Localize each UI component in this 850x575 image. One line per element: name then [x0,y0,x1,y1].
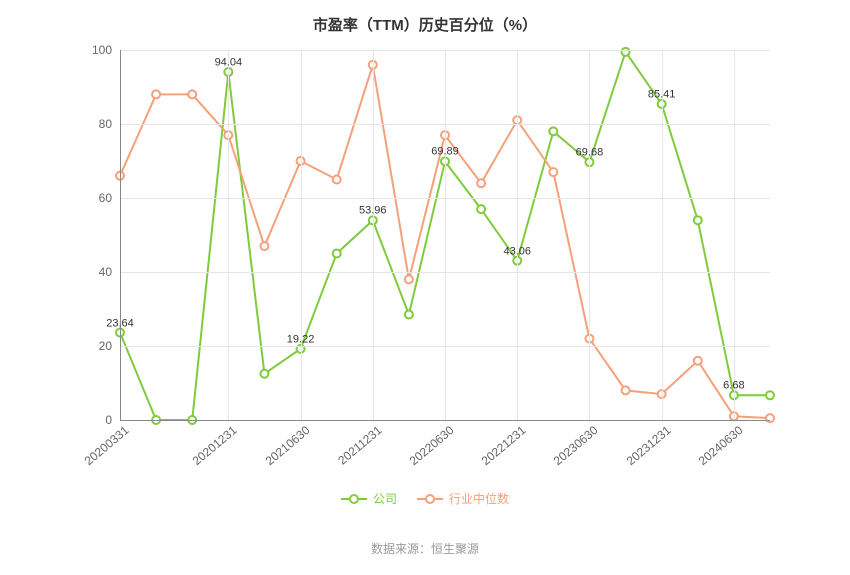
series-marker [694,216,702,224]
grid-line-v [589,50,590,420]
legend-label: 公司 [373,490,397,507]
series-marker [694,357,702,365]
point-label: 69.89 [431,146,459,158]
y-tick-label: 80 [99,117,112,131]
x-tick-label: 20210630 [262,423,312,468]
series-marker [766,391,774,399]
y-tick-label: 20 [99,339,112,353]
grid-line-v [517,50,518,420]
legend-item[interactable]: 公司 [341,490,397,507]
legend-label: 行业中位数 [449,490,509,507]
y-tick-label: 60 [99,191,112,205]
y-axis [120,50,121,420]
grid-line-v [662,50,663,420]
x-tick-label: 20240630 [696,423,746,468]
x-tick-label: 20200331 [82,423,132,468]
series-marker [405,275,413,283]
series-marker [622,386,630,394]
plot-area: 0204060801002020033120201231202106302021… [120,50,770,420]
point-label: 85.41 [648,88,676,100]
grid-line-v [228,50,229,420]
legend-item[interactable]: 行业中位数 [417,490,509,507]
y-tick-label: 100 [92,43,112,57]
x-tick-label: 20231231 [623,423,673,468]
x-tick-label: 20221231 [479,423,529,468]
series-marker [477,205,485,213]
series-marker [549,127,557,135]
grid-line-v [734,50,735,420]
x-tick-label: 20220630 [407,423,457,468]
legend: 公司 行业中位数 [0,490,850,510]
point-label: 43.06 [503,245,531,257]
series-marker [549,168,557,176]
series-marker [260,370,268,378]
point-label: 53.96 [359,205,387,217]
point-label: 69.68 [576,147,604,159]
x-tick-label: 20211231 [335,423,384,467]
series-marker [188,90,196,98]
series-marker [333,176,341,184]
series-marker [333,250,341,258]
series-marker [152,90,160,98]
x-tick-label: 20201231 [190,423,240,468]
point-label: 23.64 [106,317,134,329]
series-marker [260,242,268,250]
point-label: 94.04 [215,56,243,68]
legend-swatch [417,493,443,505]
y-tick-label: 0 [105,413,112,427]
x-axis [120,420,770,421]
grid-line-v [373,50,374,420]
x-tick-label: 20230630 [551,423,601,468]
chart-title: 市盈率（TTM）历史百分位（%） [0,0,850,35]
point-label: 6.68 [723,380,744,392]
series-marker [405,311,413,319]
series-marker [477,179,485,187]
grid-line-v [445,50,446,420]
grid-line-v [301,50,302,420]
legend-swatch [341,493,367,505]
point-label: 19.22 [287,333,315,345]
source-text: 数据来源：恒生聚源 [0,540,850,557]
y-tick-label: 40 [99,265,112,279]
chart-container: 市盈率（TTM）历史百分位（%） 02040608010020200331202… [0,0,850,575]
